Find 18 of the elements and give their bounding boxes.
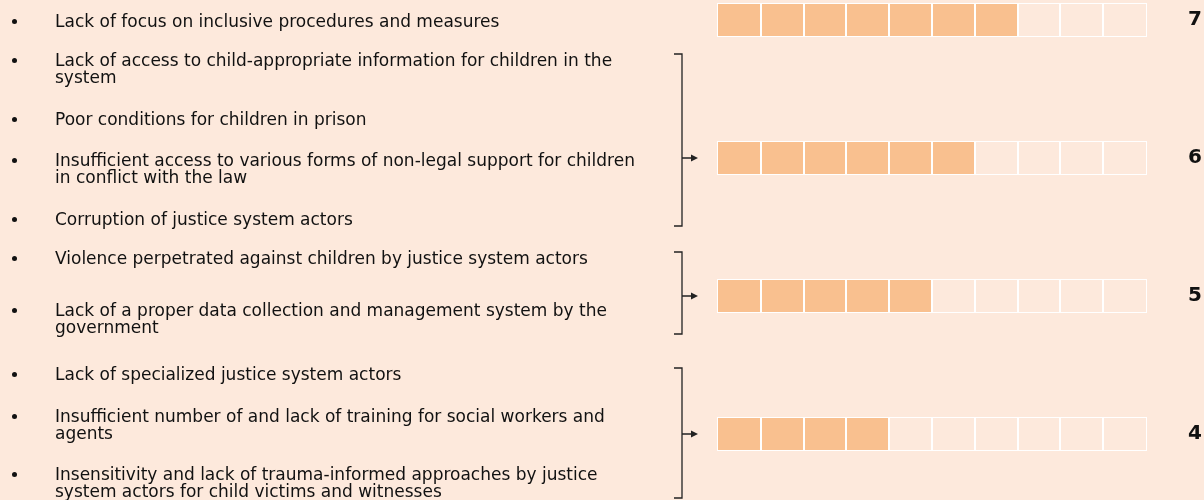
data-label: 5 <box>1188 282 1202 307</box>
text: Lack of focus on inclusive procedures and measures <box>55 10 501 31</box>
bar <box>718 280 932 312</box>
data-label: 7 <box>1188 6 1202 31</box>
text: Poor conditions for children in prison <box>55 108 368 129</box>
data-label: 6 <box>1188 144 1202 169</box>
text: Corruption of justice system actors <box>55 208 354 229</box>
text: Violence perpetrated against children by justice system actors <box>55 248 589 268</box>
text: Insufficient access to various forms of non-legal support for children in conflict with the law <box>55 150 635 188</box>
bar <box>718 4 1018 36</box>
text: Insufficient number of and lack of training for social workers and agents <box>55 405 606 443</box>
text: Lack of a proper data collection and management system by the government <box>55 300 608 337</box>
text: Insensitivity and lack of trauma-informed approaches by justice system actors for child victims and witnesses <box>55 464 599 500</box>
bar <box>718 142 975 174</box>
data-label: 4 <box>1188 420 1202 445</box>
text: Lack of access to child-appropriate information for children in the system <box>55 50 614 87</box>
bar <box>718 418 890 450</box>
text: Lack of specialized justice system actors <box>55 364 403 384</box>
